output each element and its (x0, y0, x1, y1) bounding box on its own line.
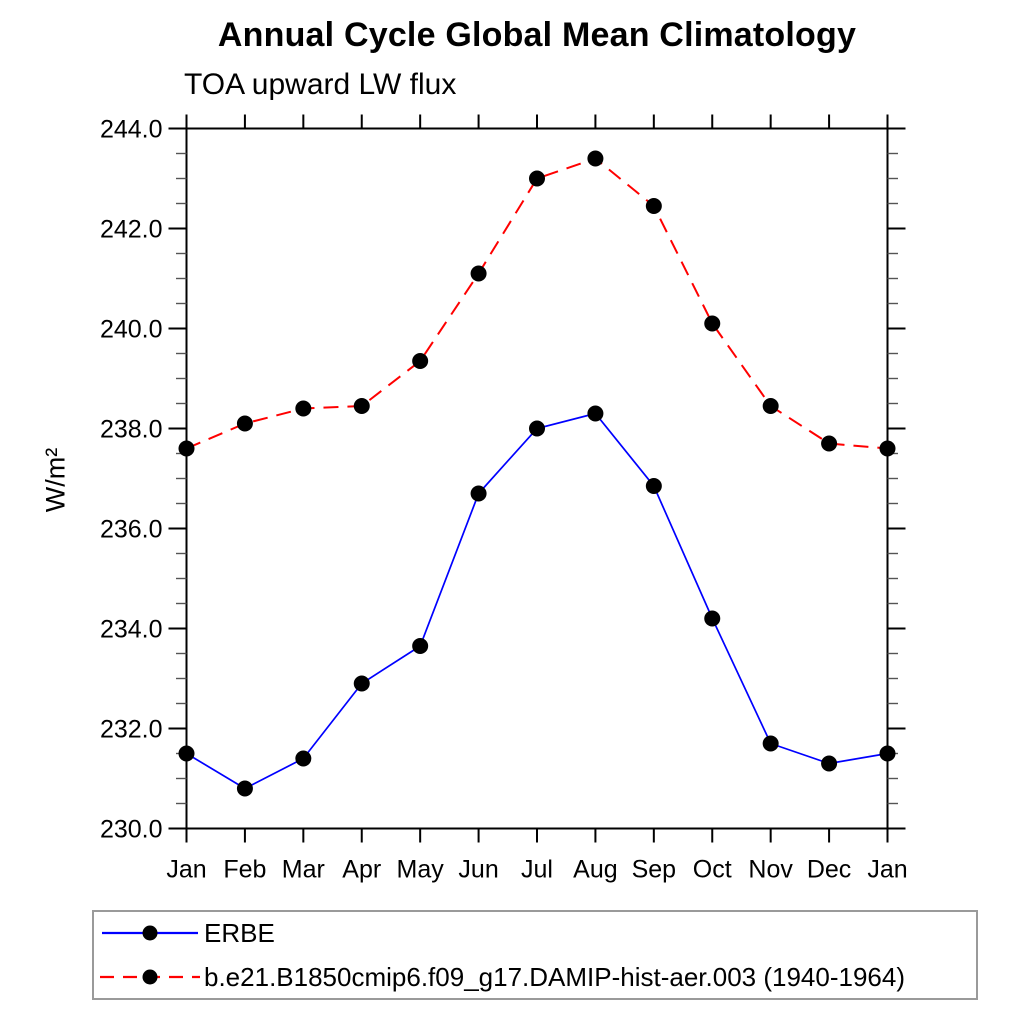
data-point-marker (762, 398, 779, 414)
data-point-marker (704, 315, 721, 332)
legend-marker-dot-icon (142, 925, 158, 941)
data-point-marker (412, 638, 429, 654)
data-point-marker (412, 353, 429, 369)
y-tick-label: 242.0 (100, 216, 163, 244)
legend-item-model: b.e21.B1850cmip6.f09_g17.DAMIP-hist-aer.… (94, 957, 976, 997)
data-point-marker (879, 440, 896, 457)
data-point-marker (295, 400, 312, 417)
legend-label-erbe: ERBE (204, 917, 275, 948)
data-point-marker (529, 420, 545, 437)
x-tick-label: Jul (521, 856, 553, 884)
y-tick-label: 234.0 (100, 616, 163, 644)
y-tick-label: 230.0 (100, 816, 163, 844)
data-point-marker (529, 170, 545, 187)
x-tick-label: Oct (693, 856, 732, 884)
data-point-marker (178, 440, 195, 457)
y-tick-label: 236.0 (100, 516, 163, 544)
x-tick-label: Feb (223, 856, 266, 884)
data-point-marker (645, 478, 662, 494)
series-line-0 (186, 412, 888, 790)
y-tick-label: 232.0 (100, 716, 163, 744)
y-tick-label: 244.0 (100, 116, 163, 144)
legend-marker-dot-icon (142, 969, 158, 985)
plot-frame (185, 127, 889, 830)
series-line-1 (186, 157, 888, 450)
chart-title: Annual Cycle Global Mean Climatology (217, 16, 857, 54)
data-point-marker (762, 735, 779, 752)
x-tick-label: Jan (166, 856, 206, 884)
data-point-marker (645, 198, 662, 214)
x-tick-label: Aug (573, 856, 617, 884)
data-point-marker (236, 415, 253, 432)
data-point-marker (587, 405, 604, 422)
legend-item-erbe: ERBE (94, 913, 976, 953)
x-tick-label: Sep (632, 856, 676, 884)
x-tick-label: Jun (458, 856, 498, 884)
y-tick-label: 240.0 (100, 316, 163, 344)
legend-sample-solid-line-icon (102, 925, 198, 941)
data-point-marker (178, 745, 195, 762)
data-point-marker (587, 150, 604, 167)
data-point-marker (470, 485, 487, 502)
x-tick-label: Dec (807, 856, 851, 884)
data-point-marker (353, 398, 370, 414)
data-point-marker (879, 745, 896, 762)
y-tick-label: 238.0 (100, 416, 163, 444)
x-tick-label: Apr (342, 856, 381, 884)
data-point-marker (470, 265, 487, 282)
legend-sample-dashed-line-icon (100, 969, 200, 985)
x-tick-label: Jan (867, 856, 907, 884)
data-point-marker (821, 435, 838, 452)
legend-box: ERBE b.e21.B1850cmip6.f09_g17.DAMIP-hist… (92, 910, 978, 1000)
legend-label-model: b.e21.B1850cmip6.f09_g17.DAMIP-hist-aer.… (204, 961, 905, 992)
data-point-marker (821, 755, 838, 772)
x-tick-label: Nov (748, 856, 793, 884)
data-point-marker (236, 780, 253, 797)
chart-subtitle: TOA upward LW flux (184, 68, 457, 101)
data-point-marker (295, 750, 312, 767)
data-point-marker (353, 675, 370, 692)
x-tick-label: May (397, 856, 445, 884)
data-point-marker (704, 610, 721, 627)
x-tick-label: Mar (282, 856, 325, 884)
